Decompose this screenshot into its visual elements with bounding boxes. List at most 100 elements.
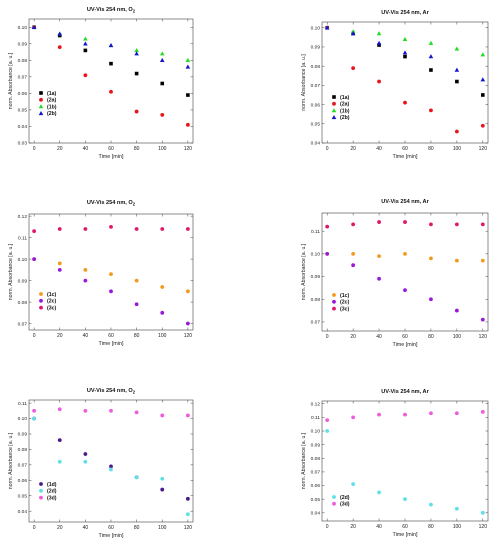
data-point-2b-6 xyxy=(480,77,486,82)
data-point-3d-6 xyxy=(185,413,190,418)
y-tick-label: 0.08 xyxy=(311,297,321,303)
legend-marker xyxy=(39,91,43,95)
data-point-2c-6 xyxy=(480,317,485,322)
chart-title: UV-Vis 254 nm, O2 xyxy=(87,388,136,395)
legend-label: (1a) xyxy=(47,91,56,97)
x-tick-label: 0 xyxy=(33,146,36,152)
y-tick-label: 0.08 xyxy=(311,64,321,70)
data-point-3d-4 xyxy=(429,411,433,416)
data-point-2d-3 xyxy=(403,497,407,502)
data-point-3d-0 xyxy=(325,418,330,422)
y-tick-label: 0.11 xyxy=(18,235,27,241)
y-tick-label: 0.07 xyxy=(18,321,28,327)
x-axis-label: Time [min] xyxy=(393,154,418,160)
legend-marker xyxy=(331,115,337,120)
data-point-2c-5 xyxy=(454,308,459,313)
legend-marker xyxy=(38,111,44,116)
data-point-3c-1 xyxy=(351,222,356,227)
data-point-2a-6 xyxy=(185,122,190,127)
chart-panel-2: UV-Vis 254 nm, Ar 0 20 40 60 80 100 120 0.04 0.05… xyxy=(301,10,489,160)
chart-title-text: UV-Vis 254 nm, Ar xyxy=(381,10,429,16)
data-point-3c-2 xyxy=(83,227,88,231)
y-tick-label: 0.04 xyxy=(18,509,28,515)
data-point-3c-5 xyxy=(454,222,459,227)
chart-title: UV-Vis 254 nm, Ar xyxy=(381,389,429,395)
y-axis-label: norm. Absorbance [a. u.] xyxy=(301,243,307,300)
data-point-2d-1 xyxy=(57,459,62,464)
data-point-2b-2 xyxy=(376,40,382,45)
x-tick-label: 60 xyxy=(108,525,114,531)
y-tick-label: 0.04 xyxy=(311,141,321,147)
data-point-2d-4 xyxy=(134,475,139,480)
data-point-2c-1 xyxy=(57,267,62,272)
y-tick-label: 0.10 xyxy=(18,416,28,422)
x-tick-label: 120 xyxy=(479,146,488,152)
x-tick-label: 60 xyxy=(108,146,114,152)
data-point-3c-6 xyxy=(480,222,485,227)
data-point-2c-0 xyxy=(325,251,330,256)
y-tick-label: 0.10 xyxy=(311,429,321,435)
x-axis-label: Time [min] xyxy=(99,341,124,347)
chart-title-text: UV-Vis 254 nm, O xyxy=(87,7,134,13)
data-point-2d-4 xyxy=(429,502,433,507)
data-point-2b-4 xyxy=(134,51,139,56)
data-point-2a-5 xyxy=(160,112,165,117)
y-tick-label: 0.12 xyxy=(311,401,321,407)
data-point-1b-5 xyxy=(454,46,460,51)
data-point-1b-2 xyxy=(376,31,382,36)
y-tick-label: 0.10 xyxy=(18,25,28,31)
y-tick-label: 0.10 xyxy=(18,257,28,263)
data-point-1b-6 xyxy=(185,57,191,63)
legend-marker xyxy=(39,298,43,303)
data-point-2b-2 xyxy=(83,41,88,46)
data-point-2a-3 xyxy=(109,89,113,94)
y-tick-label: 0.08 xyxy=(18,300,28,306)
y-tick-label: 0.11 xyxy=(311,415,320,421)
y-tick-label: 0.09 xyxy=(311,442,321,448)
x-axis-label: Time [min] xyxy=(99,154,124,160)
legend-marker xyxy=(38,104,44,109)
data-point-1d-2 xyxy=(83,452,88,456)
axes-frame xyxy=(28,213,194,331)
x-tick-label: 0 xyxy=(33,333,36,339)
data-point-1d-1 xyxy=(57,438,62,443)
data-point-1a-3 xyxy=(403,54,407,59)
data-point-3d-1 xyxy=(57,407,62,412)
data-point-2d-1 xyxy=(351,482,356,487)
legend-label: (3d) xyxy=(47,495,57,501)
data-point-1b-2 xyxy=(83,36,88,41)
axes-frame xyxy=(321,212,489,332)
chart-title-text: UV-Vis 254 nm, Ar xyxy=(381,199,429,205)
data-point-2a-3 xyxy=(403,100,407,105)
x-tick-label: 80 xyxy=(428,524,434,530)
legend-marker xyxy=(39,97,43,102)
data-point-3c-5 xyxy=(160,227,165,231)
legend-label: (2a) xyxy=(340,102,349,108)
chart-title-text: UV-Vis 254 nm, O xyxy=(87,388,134,394)
x-tick-label: 100 xyxy=(453,146,462,152)
chart-title-subscript: 2 xyxy=(133,390,136,395)
data-point-2c-2 xyxy=(83,278,88,283)
data-point-2c-4 xyxy=(429,297,433,302)
chart-title: UV-Vis 254 nm, O2 xyxy=(87,200,136,207)
y-tick-label: 0.12 xyxy=(18,214,28,220)
data-point-2d-6 xyxy=(480,510,485,515)
x-tick-label: 80 xyxy=(134,333,140,339)
data-point-3c-4 xyxy=(429,222,433,227)
data-point-2b-0 xyxy=(324,25,330,30)
chart-panel-3: UV-Vis 254 nm, O20 20 40 60 80 100 1200.070.08… xyxy=(8,200,194,347)
x-tick-label: 100 xyxy=(158,333,167,339)
data-point-2d-2 xyxy=(83,459,88,464)
data-point-2c-1 xyxy=(351,263,356,268)
x-tick-label: 60 xyxy=(108,333,114,339)
data-point-2b-1 xyxy=(57,31,63,36)
data-point-1b-4 xyxy=(428,40,434,45)
data-point-2a-1 xyxy=(57,45,62,50)
data-point-1a-4 xyxy=(134,71,139,76)
x-tick-label: 60 xyxy=(402,334,408,340)
y-tick-label: 0.04 xyxy=(311,511,321,517)
legend-marker xyxy=(39,482,43,486)
x-tick-label: 60 xyxy=(402,146,408,152)
x-tick-label: 20 xyxy=(350,334,356,340)
x-tick-label: 80 xyxy=(428,146,434,152)
